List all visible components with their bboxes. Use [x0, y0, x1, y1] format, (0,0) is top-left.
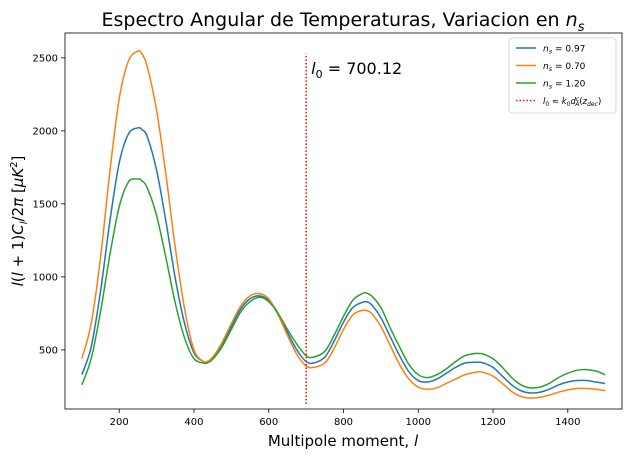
chart-title: Espectro Angular de Temperaturas, Variac…: [102, 9, 585, 35]
x-tick-label: 1400: [555, 417, 580, 428]
series-line-1: [81, 126, 606, 394]
y-tick-label: 2000: [33, 126, 58, 137]
x-tick-label: 800: [334, 417, 353, 428]
x-tick-label: 1200: [480, 417, 505, 428]
legend: ns = 0.97 ns = 0.70 ns = 1.20 l0 ≈ k0dc A(zd…: [508, 37, 617, 114]
y-tick-label: 1500: [33, 199, 58, 210]
x-tick-label: 400: [184, 417, 203, 428]
annotation-l0: l0 = 700.12: [311, 59, 402, 81]
ticks: 200 400 600 800 1000 1200 1400 500 1000 1500 2000 2…: [33, 53, 581, 428]
x-tick-label: 1000: [406, 417, 431, 428]
series-line-3: [81, 178, 606, 389]
y-axis-label: l(l + 1)Cl/2π [μK2]: [9, 156, 30, 287]
legend-label-3: ns = 1.20: [543, 80, 586, 91]
y-tick-label: 2500: [33, 53, 58, 64]
x-tick-label: 600: [259, 417, 278, 428]
legend-label-1: ns = 0.97: [543, 45, 585, 56]
series-line-2: [81, 49, 606, 399]
x-tick-label: 200: [110, 417, 129, 428]
legend-label-vline: l0 ≈ k0dc A(zdec): [543, 96, 601, 108]
y-tick-label: 500: [39, 345, 58, 356]
x-axis-label: Multipole moment, l: [268, 432, 419, 450]
legend-box: [508, 37, 617, 114]
y-tick-label: 1000: [33, 272, 58, 283]
legend-label-2: ns = 0.70: [543, 62, 586, 73]
series-lines: [81, 49, 606, 399]
